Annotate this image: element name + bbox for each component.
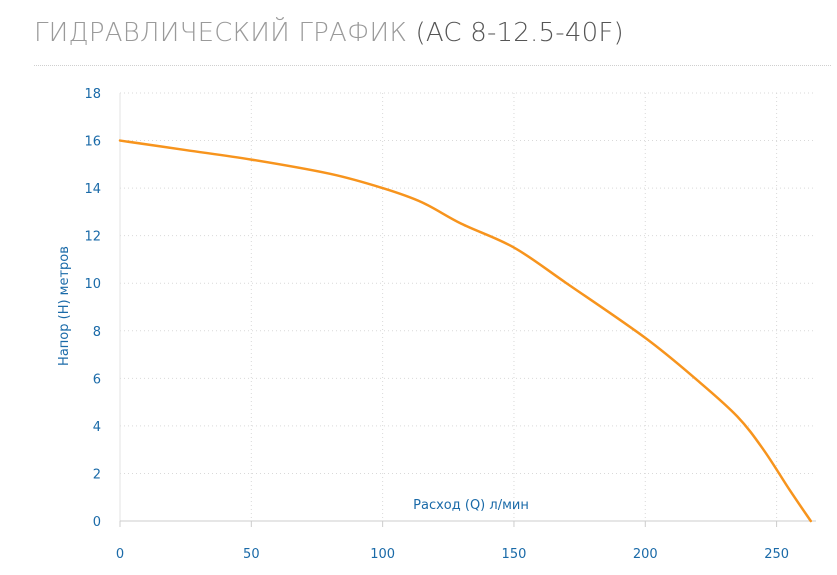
y-axis-label: Напор (H) метров xyxy=(57,246,72,366)
grid-lines xyxy=(120,92,816,521)
y-tick-labels: 0 2 4 6 8 10 12 14 16 18 xyxy=(84,87,101,530)
y-tick-label: 6 xyxy=(93,372,101,387)
y-tick-label: 10 xyxy=(84,277,101,292)
x-tick-label: 50 xyxy=(243,547,260,562)
axes xyxy=(119,93,816,527)
chart-title-model: (AC 8-12.5-40F) xyxy=(415,18,624,48)
y-tick-label: 2 xyxy=(93,467,101,482)
x-tick-labels: 0 50 100 150 200 250 xyxy=(116,547,789,562)
y-tick-label: 12 xyxy=(84,230,101,245)
y-tick-label: 0 xyxy=(93,515,101,530)
y-tick-label: 4 xyxy=(93,420,101,435)
y-tick-label: 8 xyxy=(93,325,101,340)
x-tick-label: 100 xyxy=(370,547,395,562)
x-tick-label: 200 xyxy=(633,547,658,562)
x-tick-label: 0 xyxy=(116,547,124,562)
chart-title: ГИДРАВЛИЧЕСКИЙ ГРАФИК (AC 8-12.5-40F) xyxy=(34,18,624,48)
y-tick-label: 18 xyxy=(84,87,101,102)
y-tick-label: 14 xyxy=(84,182,101,197)
x-tick-label: 150 xyxy=(502,547,527,562)
series-line xyxy=(118,139,812,523)
title-divider xyxy=(34,65,831,66)
x-tick-label: 250 xyxy=(764,547,789,562)
x-axis-label: Расход (Q) л/мин xyxy=(413,498,529,513)
y-tick-label: 16 xyxy=(84,135,101,150)
chart-title-main: ГИДРАВЛИЧЕСКИЙ ГРАФИК xyxy=(34,18,408,48)
